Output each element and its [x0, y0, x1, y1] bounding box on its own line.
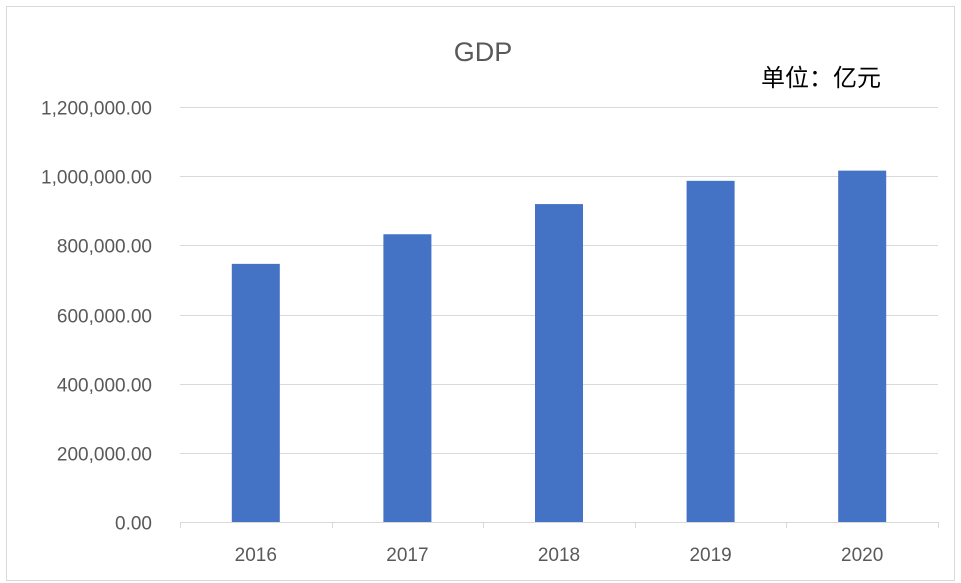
x-tick-label: 2017: [386, 545, 428, 566]
bar-2018: [535, 204, 583, 523]
y-tick-label: 400,000.00: [57, 376, 152, 397]
bar-2016: [231, 263, 280, 522]
bar-2017: [383, 234, 432, 522]
x-axis: 2016 2017 2018 2019 2020: [180, 522, 939, 566]
x-tick-label: 2016: [235, 545, 277, 566]
bars: [231, 170, 887, 523]
unit-label: 单位：亿元: [761, 64, 881, 92]
y-axis-ticks: 0.00 200,000.00 400,000.00 600,000.00 800,00…: [41, 99, 152, 535]
chart-title: GDP: [454, 37, 513, 67]
bar-2020: [838, 170, 887, 522]
x-tick-label: 2018: [538, 545, 580, 566]
y-tick-label: 600,000.00: [57, 307, 152, 328]
y-tick-label: 800,000.00: [57, 237, 152, 258]
x-tick-label: 2019: [689, 545, 731, 566]
bar-2019: [686, 180, 735, 522]
y-tick-label: 200,000.00: [57, 445, 152, 466]
chart-frame: [6, 6, 955, 581]
y-tick-label: 1,200,000.00: [41, 99, 152, 120]
y-tick-label: 1,000,000.00: [41, 168, 152, 189]
gridlines: [180, 107, 938, 454]
x-tick-label: 2020: [841, 545, 883, 566]
y-tick-label: 0.00: [115, 514, 152, 535]
